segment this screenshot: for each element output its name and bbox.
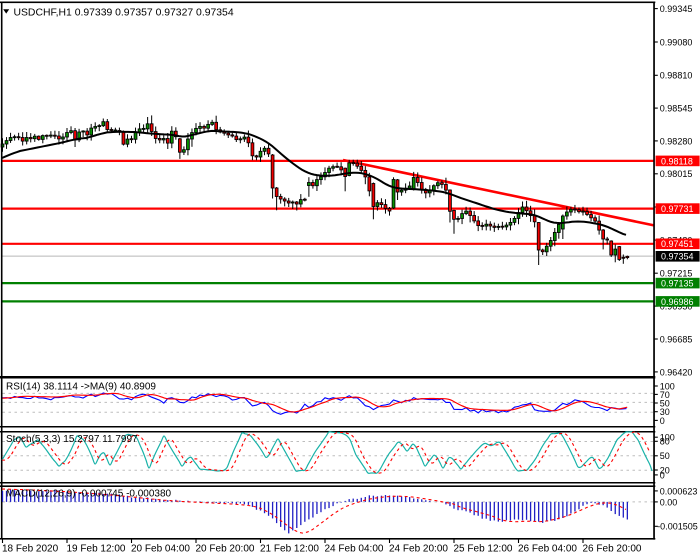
svg-text:RSI(14) 38.1114 ->MA(9) 40.89: RSI(14) 38.1114 ->MA(9) 40.8909 xyxy=(6,382,156,393)
svg-text:24 Feb 20:00: 24 Feb 20:00 xyxy=(389,544,448,555)
svg-text:Stoch(5,3,3) 15.2797 11.7997: Stoch(5,3,3) 15.2797 11.7997 xyxy=(6,434,138,445)
svg-text:0.97451: 0.97451 xyxy=(661,239,694,249)
svg-text:0.00: 0.00 xyxy=(660,497,678,507)
svg-text:50: 50 xyxy=(660,398,670,408)
svg-text:0.97215: 0.97215 xyxy=(660,269,693,279)
svg-text:20 Feb 20:00: 20 Feb 20:00 xyxy=(196,544,255,555)
svg-text:50: 50 xyxy=(660,451,670,461)
svg-text:0.98118: 0.98118 xyxy=(661,156,693,166)
svg-text:0.98015: 0.98015 xyxy=(660,169,693,179)
svg-text:26 Feb 20:00: 26 Feb 20:00 xyxy=(583,544,642,555)
svg-text:0.99080: 0.99080 xyxy=(660,37,693,47)
svg-text:18 Feb 2020: 18 Feb 2020 xyxy=(2,544,59,555)
svg-text:21 Feb 12:00: 21 Feb 12:00 xyxy=(260,544,319,555)
svg-text:80: 80 xyxy=(660,437,670,447)
svg-text:0.97731: 0.97731 xyxy=(661,204,694,214)
svg-text:24 Feb 04:00: 24 Feb 04:00 xyxy=(325,544,384,555)
svg-text:20: 20 xyxy=(660,465,670,475)
svg-text:0.98810: 0.98810 xyxy=(660,71,693,81)
svg-text:0.98280: 0.98280 xyxy=(660,136,693,146)
svg-text:100: 100 xyxy=(660,433,675,443)
svg-text:0.96986: 0.96986 xyxy=(661,297,694,307)
svg-text:0.99345: 0.99345 xyxy=(660,4,693,14)
svg-text:0: 0 xyxy=(660,416,665,426)
svg-text:USDCHF,H1 0.97339 0.97357 0.9: USDCHF,H1 0.97339 0.97357 0.97327 0.9735… xyxy=(14,8,234,19)
svg-text:26 Feb 04:00: 26 Feb 04:00 xyxy=(518,544,577,555)
svg-text:70: 70 xyxy=(660,390,670,400)
svg-text:0: 0 xyxy=(660,470,665,480)
svg-text:0.97354: 0.97354 xyxy=(661,252,694,262)
svg-text:30: 30 xyxy=(660,407,670,417)
svg-text:0.98545: 0.98545 xyxy=(660,104,693,114)
svg-text:0.96420: 0.96420 xyxy=(660,367,693,377)
svg-text:-0.001505: -0.001505 xyxy=(657,522,698,532)
svg-text:25 Feb 12:00: 25 Feb 12:00 xyxy=(454,544,513,555)
svg-text:20 Feb 04:00: 20 Feb 04:00 xyxy=(131,544,190,555)
svg-text:0.97135: 0.97135 xyxy=(661,279,694,289)
svg-text:MACD(12,26,9) -0.000745 -0.000: MACD(12,26,9) -0.000745 -0.000380 xyxy=(6,489,172,500)
svg-text:100: 100 xyxy=(660,381,675,391)
svg-text:0.000623: 0.000623 xyxy=(660,486,698,496)
svg-text:0.96685: 0.96685 xyxy=(660,334,693,344)
svg-text:19 Feb 12:00: 19 Feb 12:00 xyxy=(67,544,126,555)
